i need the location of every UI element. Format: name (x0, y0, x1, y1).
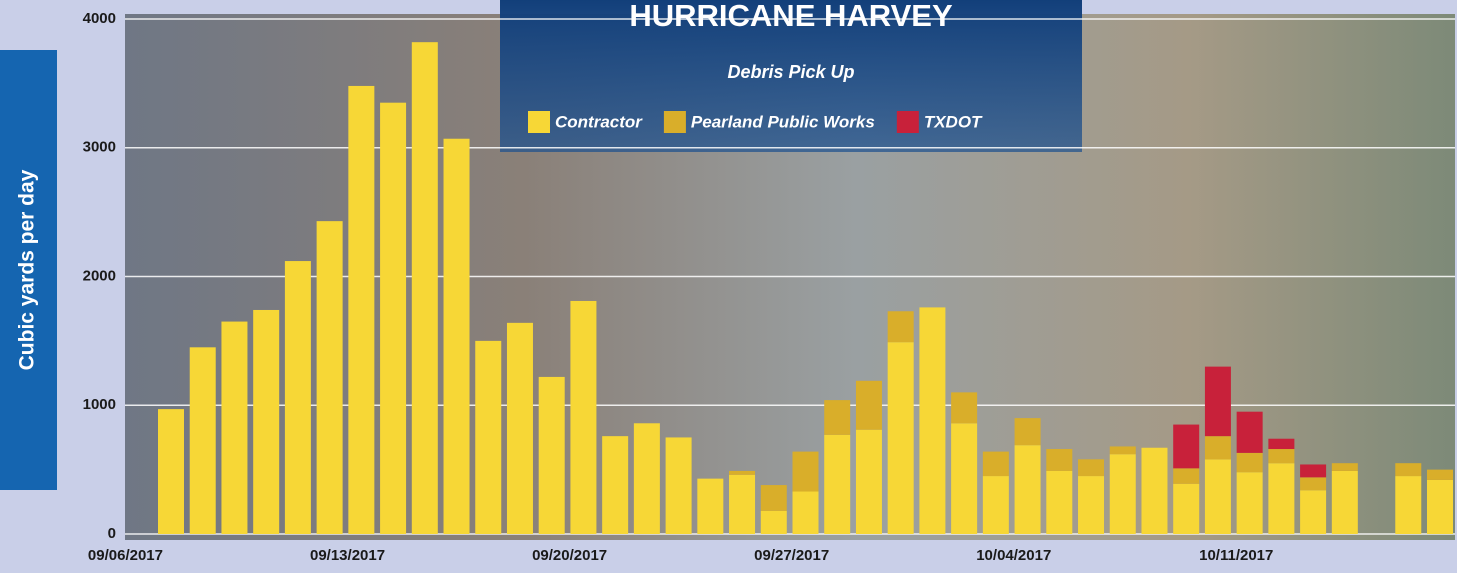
legend-swatch (528, 111, 550, 133)
y-tick-label: 0 (108, 525, 116, 542)
bar-segment (793, 452, 819, 492)
legend-label: TXDOT (924, 112, 983, 131)
x-tick-label: 09/13/2017 (310, 547, 385, 564)
bar-segment (666, 437, 692, 534)
legend-swatch (897, 111, 919, 133)
bar-segment (1110, 454, 1136, 534)
bar-segment (634, 423, 660, 534)
bar-segment (824, 400, 850, 435)
bar-segment (729, 471, 755, 475)
y-axis-label: Cubic yards per day (16, 169, 39, 370)
bar-segment (1205, 367, 1231, 437)
bar-segment (824, 435, 850, 534)
bar-segment (1110, 446, 1136, 454)
bar-segment (1268, 463, 1294, 534)
bar-segment (475, 341, 501, 534)
bar-segment (570, 301, 596, 534)
bar-segment (412, 42, 438, 534)
bar-segment (856, 381, 882, 430)
bar-segment (1046, 471, 1072, 534)
bar-segment (1300, 477, 1326, 490)
x-tick-label: 10/04/2017 (976, 547, 1051, 564)
bar-segment (444, 139, 470, 534)
bar-segment (919, 307, 945, 534)
bar-segment (697, 479, 723, 534)
bar-segment (1205, 436, 1231, 459)
legend-label: Contractor (555, 112, 643, 131)
y-tick-label: 3000 (83, 139, 116, 156)
chart-title: HURRICANE HARVEY (629, 0, 953, 33)
bar-segment (761, 511, 787, 534)
bar-segment (221, 322, 247, 534)
bar-segment (951, 392, 977, 423)
y-tick-label: 4000 (83, 10, 116, 27)
x-tick-label: 09/27/2017 (754, 547, 829, 564)
bar-segment (761, 485, 787, 511)
bar-segment (539, 377, 565, 534)
chart: HURRICANE HARVEY Debris Pick Up Cubic ya… (0, 0, 1457, 573)
bar-segment (888, 311, 914, 342)
bar-segment (793, 492, 819, 534)
bar-segment (190, 347, 216, 534)
bar-segment (1078, 476, 1104, 534)
bar-segment (1205, 459, 1231, 534)
bar-segment (1237, 412, 1263, 453)
bar-segment (253, 310, 279, 534)
bar-segment (1046, 449, 1072, 471)
bar-segment (348, 86, 374, 534)
bar-segment (507, 323, 533, 534)
bar-segment (602, 436, 628, 534)
bar-segment (856, 430, 882, 534)
bar-segment (888, 342, 914, 534)
bar-segment (983, 452, 1009, 476)
bar-segment (380, 103, 406, 534)
bar-segment (1300, 464, 1326, 477)
bar-segment (1332, 471, 1358, 534)
y-tick-label: 2000 (83, 267, 116, 284)
bar-segment (1078, 459, 1104, 476)
legend-swatch (664, 111, 686, 133)
legend-label: Pearland Public Works (691, 112, 875, 131)
bar-segment (1237, 453, 1263, 472)
bar-segment (317, 221, 343, 534)
bar-segment (1173, 468, 1199, 483)
bar-segment (1173, 425, 1199, 469)
bar-segment (285, 261, 311, 534)
bar-segment (1015, 418, 1041, 445)
bar-segment (1268, 439, 1294, 449)
bar-segment (1332, 463, 1358, 471)
bar-segment (983, 476, 1009, 534)
bar-segment (1300, 490, 1326, 534)
x-tick-label: 09/20/2017 (532, 547, 607, 564)
bar-segment (1395, 463, 1421, 476)
bar-segment (1237, 472, 1263, 534)
bar-segment (951, 423, 977, 534)
y-tick-label: 1000 (83, 396, 116, 413)
bar-segment (1015, 445, 1041, 534)
bar-segment (729, 475, 755, 534)
chart-subtitle: Debris Pick Up (727, 62, 854, 82)
bar-segment (1427, 480, 1453, 534)
bar-segment (1395, 476, 1421, 534)
bar-segment (1427, 470, 1453, 480)
bar-segment (158, 409, 184, 534)
bar-segment (1173, 484, 1199, 534)
bar-segment (1141, 448, 1167, 534)
x-tick-label: 10/11/2017 (1199, 547, 1273, 564)
bar-segment (1268, 449, 1294, 463)
x-tick-label: 09/06/2017 (88, 547, 163, 564)
